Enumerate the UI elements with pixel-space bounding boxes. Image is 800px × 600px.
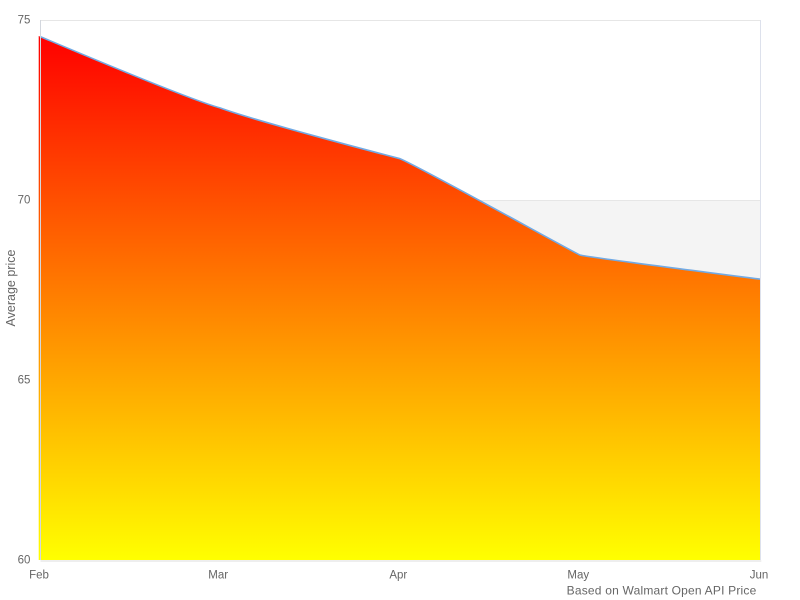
svg-text:75: 75 bbox=[18, 15, 31, 27]
svg-text:Apr: Apr bbox=[389, 570, 407, 582]
svg-text:Feb: Feb bbox=[29, 570, 49, 582]
svg-text:Mar: Mar bbox=[208, 570, 228, 582]
svg-text:Jun: Jun bbox=[750, 570, 769, 582]
svg-text:70: 70 bbox=[18, 195, 31, 207]
svg-text:May: May bbox=[567, 570, 589, 582]
svg-text:Average price: Average price bbox=[4, 250, 18, 327]
svg-text:60: 60 bbox=[18, 555, 31, 567]
svg-text:65: 65 bbox=[18, 375, 31, 387]
svg-text:Based on Walmart Open API Pric: Based on Walmart Open API Price bbox=[567, 583, 757, 597]
